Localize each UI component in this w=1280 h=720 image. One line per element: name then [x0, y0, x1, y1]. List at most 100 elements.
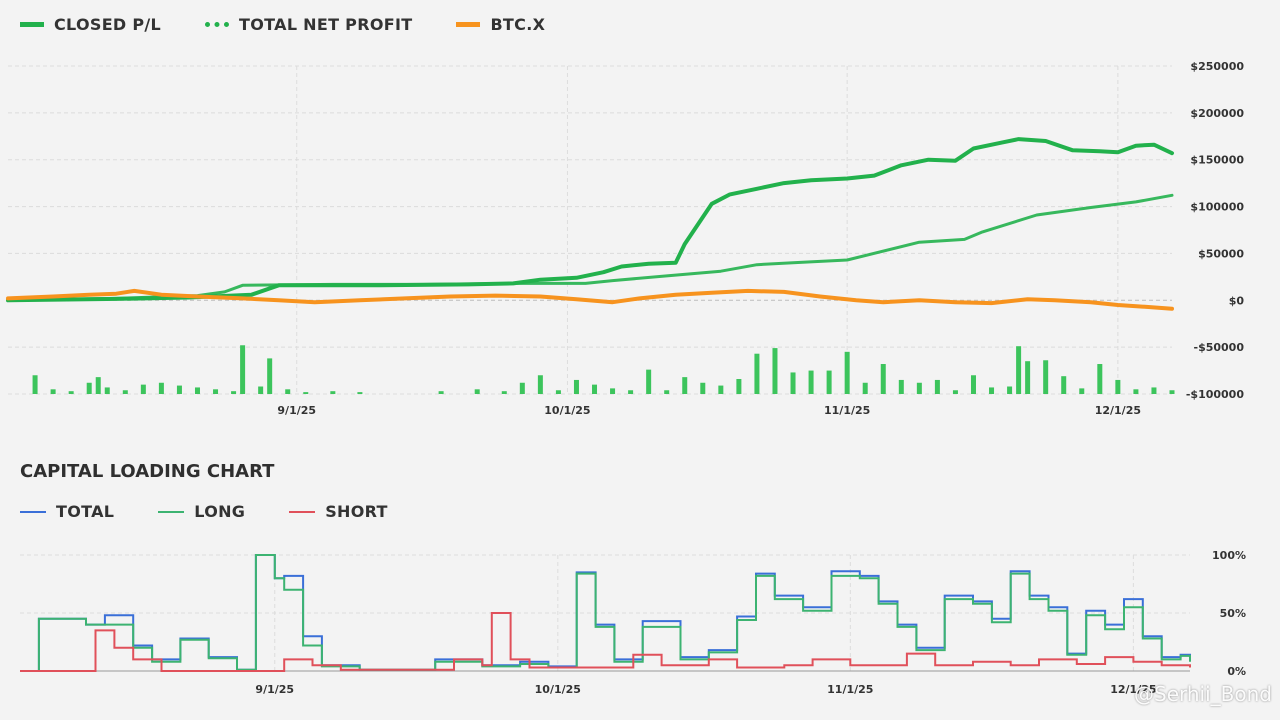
cap-x-tick-label: 9/1/25 — [255, 683, 294, 696]
y-tick-label: -$100000 — [1186, 388, 1244, 401]
net-profit-bar — [772, 348, 778, 394]
x-tick-label: 11/1/25 — [824, 404, 870, 417]
cap-y-tick-label: 0% — [1227, 665, 1246, 678]
net-profit-bar — [898, 379, 904, 394]
net-profit-bar — [1151, 387, 1157, 394]
capital-loading-title: CAPITAL LOADING CHART — [20, 461, 275, 482]
net-profit-bar — [194, 387, 200, 394]
net-profit-bar — [555, 390, 561, 394]
y-tick-label: $250000 — [1190, 60, 1244, 73]
legend-closed-pl-swatch — [20, 22, 44, 27]
net-profit-bar — [952, 390, 958, 394]
cap-y-tick-label: 50% — [1220, 607, 1246, 620]
net-profit-bar — [1061, 376, 1067, 394]
net-profit-bar — [610, 388, 616, 394]
net-profit-bar — [330, 391, 336, 394]
bottom-legend: TOTAL LONG SHORT — [20, 502, 432, 521]
net-profit-bar — [95, 377, 101, 394]
net-profit-bar — [736, 379, 742, 394]
net-profit-bar — [754, 353, 760, 394]
watermark: @Serhii_Bond — [1134, 682, 1272, 706]
net-profit-bar — [934, 379, 940, 394]
net-profit-bar — [718, 385, 724, 394]
profit-chart: $250000 $200000 $150000 $100000 $50000 $0 -$50… — [6, 60, 1245, 417]
net-profit-bar — [267, 358, 273, 394]
legend-btc[interactable]: BTC.X — [456, 15, 545, 34]
net-profit-bar — [231, 391, 237, 394]
y-tick-label: $200000 — [1190, 107, 1244, 120]
net-profit-bar — [1079, 388, 1085, 394]
net-profit-bar — [32, 375, 38, 394]
net-profit-bar — [357, 392, 363, 394]
y-tick-label: -$50000 — [1194, 341, 1245, 354]
closed-pl-line — [6, 137, 1174, 303]
net-profit-bar — [700, 382, 706, 394]
legend-total-label: TOTAL — [56, 502, 115, 521]
legend-total-net-profit-label: TOTAL NET PROFIT — [239, 15, 413, 34]
legend-total-net-profit-swatch — [205, 22, 230, 27]
net-profit-bar — [1025, 361, 1031, 394]
net-profit-bar — [1169, 390, 1175, 394]
cap-x-tick-label: 11/1/25 — [827, 683, 873, 696]
legend-short-swatch — [289, 510, 316, 513]
cap-long-line — [20, 554, 1191, 672]
net-profit-bar — [573, 379, 579, 394]
capital-loading-chart: 100% 50% 0% 9/1/25 10/1/25 11/1/25 12/1/25 — [20, 549, 1246, 696]
cap-y-tick-label: 100% — [1212, 549, 1246, 562]
closed-pl-line-early — [6, 193, 1174, 302]
net-profit-bar — [1097, 364, 1103, 394]
net-profit-bar — [1007, 386, 1013, 394]
top-legend: CLOSED P/L TOTAL NET PROFIT BTC.X — [20, 15, 589, 34]
net-profit-bar — [68, 391, 74, 394]
legend-long[interactable]: LONG — [158, 502, 245, 521]
net-profit-bar — [86, 382, 92, 394]
y-tick-label: $150000 — [1190, 154, 1244, 167]
cap-short-line — [20, 612, 1191, 672]
legend-long-label: LONG — [194, 502, 246, 521]
net-profit-bar — [258, 386, 264, 394]
y-tick-label: $0 — [1229, 294, 1245, 307]
legend-total-swatch — [20, 510, 46, 513]
net-profit-bar — [519, 382, 525, 394]
legend-btc-swatch — [456, 22, 481, 27]
x-tick-label: 9/1/25 — [277, 404, 316, 417]
net-profit-bar — [104, 387, 110, 394]
net-profit-bar — [916, 382, 922, 394]
y-tick-label: $50000 — [1198, 247, 1244, 260]
btc-line — [6, 288, 1174, 311]
net-profit-bar — [213, 389, 219, 394]
net-profit-bar — [176, 385, 182, 394]
net-profit-bar — [844, 351, 850, 394]
net-profit-bar — [140, 384, 146, 394]
net-profit-bar — [664, 390, 670, 394]
legend-long-swatch — [158, 510, 185, 513]
net-profit-bar — [592, 384, 598, 394]
net-profit-bar — [438, 391, 444, 394]
net-profit-bar — [808, 370, 814, 394]
net-profit-bar — [50, 389, 56, 394]
net-profit-bar — [303, 392, 309, 394]
net-profit-bar — [158, 382, 164, 394]
net-profit-bar — [1115, 379, 1121, 394]
net-profit-bar — [880, 364, 886, 394]
legend-short[interactable]: SHORT — [289, 502, 388, 521]
net-profit-bar — [537, 375, 543, 394]
cap-x-tick-label: 12/1/25 — [1110, 683, 1156, 696]
net-profit-bar — [682, 377, 688, 394]
net-profit-bar — [285, 389, 291, 394]
legend-total-net-profit[interactable]: TOTAL NET PROFIT — [205, 15, 412, 34]
legend-short-label: SHORT — [325, 502, 388, 521]
legend-btc-label: BTC.X — [490, 15, 546, 34]
net-profit-bar — [1043, 360, 1049, 394]
net-profit-bar — [970, 375, 976, 394]
net-profit-bar — [474, 389, 480, 394]
legend-closed-pl[interactable]: CLOSED P/L — [20, 15, 161, 34]
net-profit-bar — [989, 387, 995, 394]
net-profit-bar — [240, 345, 246, 394]
net-profit-bar — [1133, 389, 1139, 394]
net-profit-bar — [501, 391, 507, 394]
net-profit-bar — [628, 390, 634, 394]
legend-total[interactable]: TOTAL — [20, 502, 114, 521]
cap-x-tick-label: 10/1/25 — [535, 683, 581, 696]
y-tick-label: $100000 — [1190, 201, 1244, 214]
